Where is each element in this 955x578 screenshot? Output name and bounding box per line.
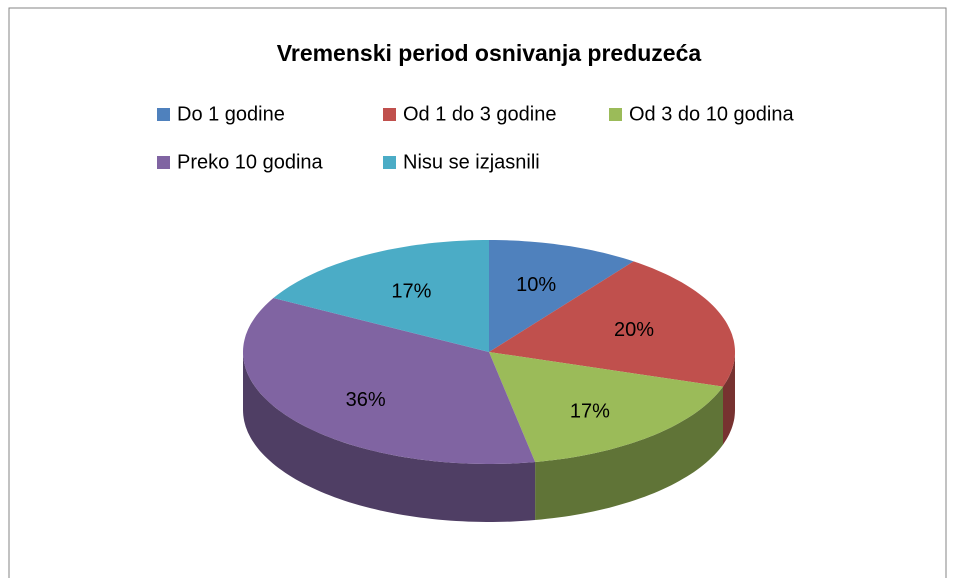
legend-swatch (157, 108, 170, 121)
pie-side (535, 386, 723, 520)
legend-label: Nisu se izjasnili (403, 151, 540, 173)
data-label: 20% (614, 319, 654, 341)
legend-swatch (383, 156, 396, 169)
legend-label: Od 3 do 10 godina (629, 103, 794, 125)
chart-frame (8, 7, 947, 578)
legend-label: Preko 10 godina (177, 151, 324, 173)
data-label: 17% (570, 400, 610, 422)
pie-slice (243, 298, 536, 464)
legend-swatch (157, 156, 170, 169)
pie-slice (489, 261, 735, 387)
pie-slice (273, 240, 489, 352)
legend-label: Do 1 godine (177, 103, 285, 125)
legend-swatch (383, 108, 396, 121)
legend-swatch (609, 108, 622, 121)
chart-title: Vremenski period osnivanja preduzeća (277, 40, 702, 66)
pie-slice (489, 240, 634, 352)
data-label: 17% (391, 281, 431, 303)
data-label: 10% (516, 274, 556, 296)
pie-side (243, 352, 536, 522)
pie-side (723, 352, 735, 445)
data-label: 36% (346, 389, 386, 411)
legend-label: Od 1 do 3 godine (403, 103, 556, 125)
pie-slice (489, 352, 723, 462)
